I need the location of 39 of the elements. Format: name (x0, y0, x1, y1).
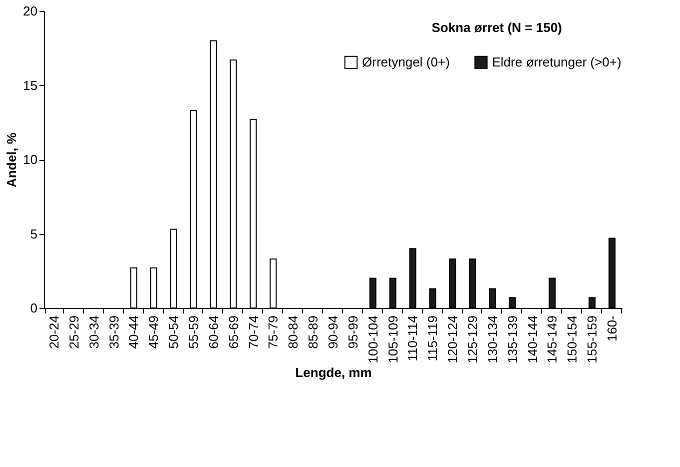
x-tick-label: 115-119 (425, 316, 440, 362)
x-tick-label: 40-44 (126, 316, 142, 349)
x-tick-label: 45-49 (146, 316, 162, 349)
x-tick-label: 70-74 (246, 316, 261, 349)
x-tick-label: 150-154 (564, 316, 580, 364)
x-tick-label: 135-139 (504, 316, 520, 364)
x-tick-label: 140-144 (524, 316, 540, 364)
x-tick-label: 100-104 (365, 316, 380, 364)
x-tick-label: 80-84 (286, 316, 301, 349)
y-tick-label: 0 (30, 300, 38, 316)
x-tick-label: 145-149 (544, 316, 560, 364)
x-tick-label: 55-59 (186, 316, 201, 349)
x-tick-label: 110-114 (405, 316, 420, 362)
x-axis-title: Lengde, mm (295, 365, 372, 380)
x-tick-label: 75-79 (266, 316, 281, 349)
y-tick-label: 10 (23, 152, 38, 167)
x-tick-label: 90-94 (326, 316, 340, 349)
x-tick-label: 35-39 (106, 316, 122, 349)
x-tick-label: 95-99 (345, 316, 360, 349)
text: Sokna ørret (N = 150) (432, 20, 562, 35)
x-tick-label: 130-134 (484, 316, 500, 364)
x-tick-label: 125-129 (465, 316, 480, 364)
x-tick-label: 120-124 (445, 316, 460, 364)
x-tick-label: 25-29 (66, 316, 82, 349)
x-tick-label: 60-64 (206, 316, 221, 349)
legend-label: Eldre ørretunger (>0+) (492, 54, 622, 70)
x-tick-label: 50-54 (166, 316, 182, 349)
y-tick-label: 5 (30, 226, 38, 242)
y-axis-title: Andel, % (4, 132, 20, 188)
x-tick-label: 65-69 (226, 316, 241, 349)
x-tick-label: 20-24 (46, 316, 62, 349)
y-tick-label: 20 (23, 4, 38, 18)
x-tick-label: 85-89 (306, 316, 321, 349)
x-tick-label: 160- (604, 316, 620, 342)
x-tick-label: 155-159 (584, 316, 600, 364)
legend-label: Ørretyngel (0+) (362, 54, 450, 70)
x-tick-label: 30-34 (86, 316, 102, 349)
x-tick-label: 105-109 (385, 316, 400, 364)
y-tick-label: 15 (23, 78, 38, 93)
